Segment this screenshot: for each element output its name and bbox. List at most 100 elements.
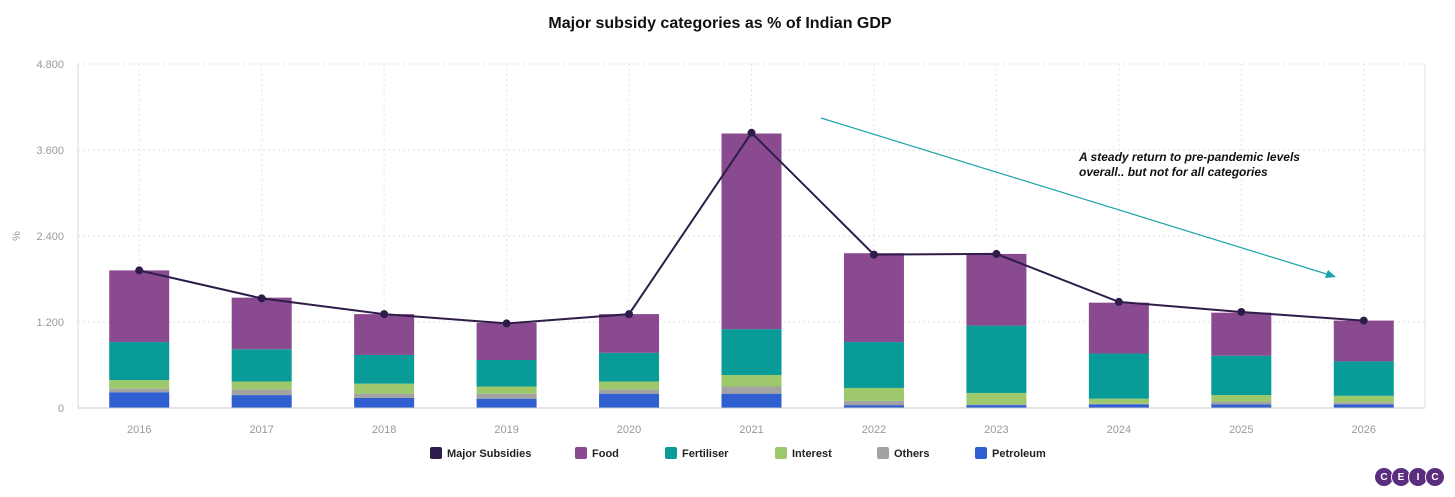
- bar-food: [109, 270, 170, 343]
- bar-others: [1211, 401, 1272, 405]
- bar-food: [721, 133, 782, 330]
- axes: 0 1.200 2.400 3.600 4.800 2016 2017 2018 2019 202…: [36, 59, 1425, 436]
- ceic-logo: C E I C: [1374, 467, 1445, 487]
- y-axis-label: %: [11, 231, 23, 241]
- y-tick-label: 4.800: [36, 59, 64, 71]
- bar-fertiliser: [599, 352, 660, 382]
- y-tick-label: 0: [58, 403, 64, 415]
- bar-petroleum: [1211, 404, 1272, 408]
- bar-food: [599, 314, 660, 353]
- bar-interest: [843, 387, 904, 401]
- bar-petroleum: [966, 405, 1027, 408]
- x-tick-label: 2022: [862, 424, 886, 436]
- legend-swatch-interest: [775, 447, 787, 459]
- bar-others: [109, 388, 170, 393]
- point-major-subsidies: [257, 294, 266, 303]
- bar-others: [476, 393, 537, 399]
- y-tick-label: 1.200: [36, 317, 64, 329]
- bar-interest: [109, 380, 170, 389]
- bar-petroleum: [476, 398, 537, 408]
- bar-food: [1211, 312, 1272, 356]
- bar-others: [966, 404, 1027, 406]
- bar-petroleum: [231, 395, 292, 408]
- bar-fertiliser: [966, 325, 1027, 393]
- bar-others: [231, 389, 292, 396]
- x-tick-label: 2019: [494, 424, 518, 436]
- x-tick-label: 2017: [249, 424, 273, 436]
- point-major-subsidies: [135, 266, 144, 275]
- bar-interest: [476, 386, 537, 394]
- bar-fertiliser: [1333, 361, 1394, 396]
- bar-others: [721, 386, 782, 394]
- point-major-subsidies: [869, 250, 878, 259]
- annotation-arrow: [820, 117, 1334, 277]
- annotation-line-2: overall.. but not for all categories: [1079, 165, 1268, 179]
- legend-swatch-others: [877, 447, 889, 459]
- point-major-subsidies: [992, 249, 1001, 258]
- bar-others: [1333, 402, 1394, 405]
- bar-interest: [966, 392, 1027, 405]
- point-major-subsidies: [1114, 297, 1123, 306]
- point-major-subsidies: [380, 310, 389, 319]
- bar-food: [476, 322, 537, 360]
- bar-fertiliser: [721, 329, 782, 376]
- point-major-subsidies: [1359, 316, 1368, 325]
- bar-others: [843, 400, 904, 406]
- x-tick-label: 2024: [1107, 424, 1131, 436]
- legend-swatch-fertiliser: [665, 447, 677, 459]
- x-tick-label: 2021: [739, 424, 763, 436]
- bars: [109, 133, 1394, 408]
- bar-petroleum: [599, 393, 660, 408]
- bar-petroleum: [843, 405, 904, 408]
- legend-label-major-subsidies: Major Subsidies: [447, 448, 531, 460]
- bar-fertiliser: [1088, 353, 1149, 399]
- bar-interest: [1211, 395, 1272, 402]
- bar-interest: [1333, 395, 1394, 403]
- bar-petroleum: [1333, 404, 1394, 408]
- bar-fertiliser: [231, 349, 292, 382]
- logo-letter: C: [1425, 467, 1445, 487]
- bar-petroleum: [1088, 404, 1149, 408]
- legend-swatch-major-subsidies: [430, 447, 442, 459]
- bar-fertiliser: [109, 342, 170, 381]
- bar-food: [1088, 302, 1149, 354]
- bar-fertiliser: [843, 342, 904, 388]
- x-tick-label: 2025: [1229, 424, 1253, 436]
- legend-label-others: Others: [894, 448, 929, 460]
- legend-label-fertiliser: Fertiliser: [682, 448, 729, 460]
- bar-interest: [354, 383, 415, 394]
- annotation: A steady return to pre-pandemic levels o…: [820, 117, 1336, 278]
- logo-letter: C: [1374, 467, 1394, 487]
- bar-fertiliser: [354, 354, 415, 384]
- major-subsidies-line: [135, 128, 1368, 328]
- bar-fertiliser: [1211, 355, 1272, 396]
- point-major-subsidies: [1237, 307, 1246, 316]
- point-major-subsidies: [625, 310, 634, 319]
- bar-others: [354, 393, 415, 398]
- annotation-line-1: A steady return to pre-pandemic levels: [1078, 150, 1300, 164]
- annotation-arrowhead: [1325, 270, 1336, 278]
- bar-food: [354, 314, 415, 355]
- legend-swatch-petroleum: [975, 447, 987, 459]
- x-tick-label: 2016: [127, 424, 151, 436]
- bar-interest: [1088, 398, 1149, 404]
- bar-others: [1088, 403, 1149, 405]
- bar-others: [599, 389, 660, 394]
- y-tick-label: 2.400: [36, 231, 64, 243]
- legend: Major Subsidies Food Fertiliser Interest Oth…: [430, 447, 1046, 460]
- chart-title: Major subsidy categories as % of Indian …: [548, 15, 892, 32]
- bar-fertiliser: [476, 359, 537, 387]
- bar-petroleum: [354, 397, 415, 408]
- bar-food: [843, 253, 904, 343]
- x-tick-label: 2018: [372, 424, 396, 436]
- bar-interest: [231, 381, 292, 390]
- x-tick-label: 2023: [984, 424, 1008, 436]
- bar-interest: [721, 375, 782, 387]
- legend-swatch-food: [575, 447, 587, 459]
- legend-label-food: Food: [592, 448, 619, 460]
- bar-petroleum: [721, 393, 782, 408]
- legend-label-petroleum: Petroleum: [992, 448, 1046, 460]
- bar-petroleum: [109, 392, 170, 408]
- bar-interest: [599, 381, 660, 390]
